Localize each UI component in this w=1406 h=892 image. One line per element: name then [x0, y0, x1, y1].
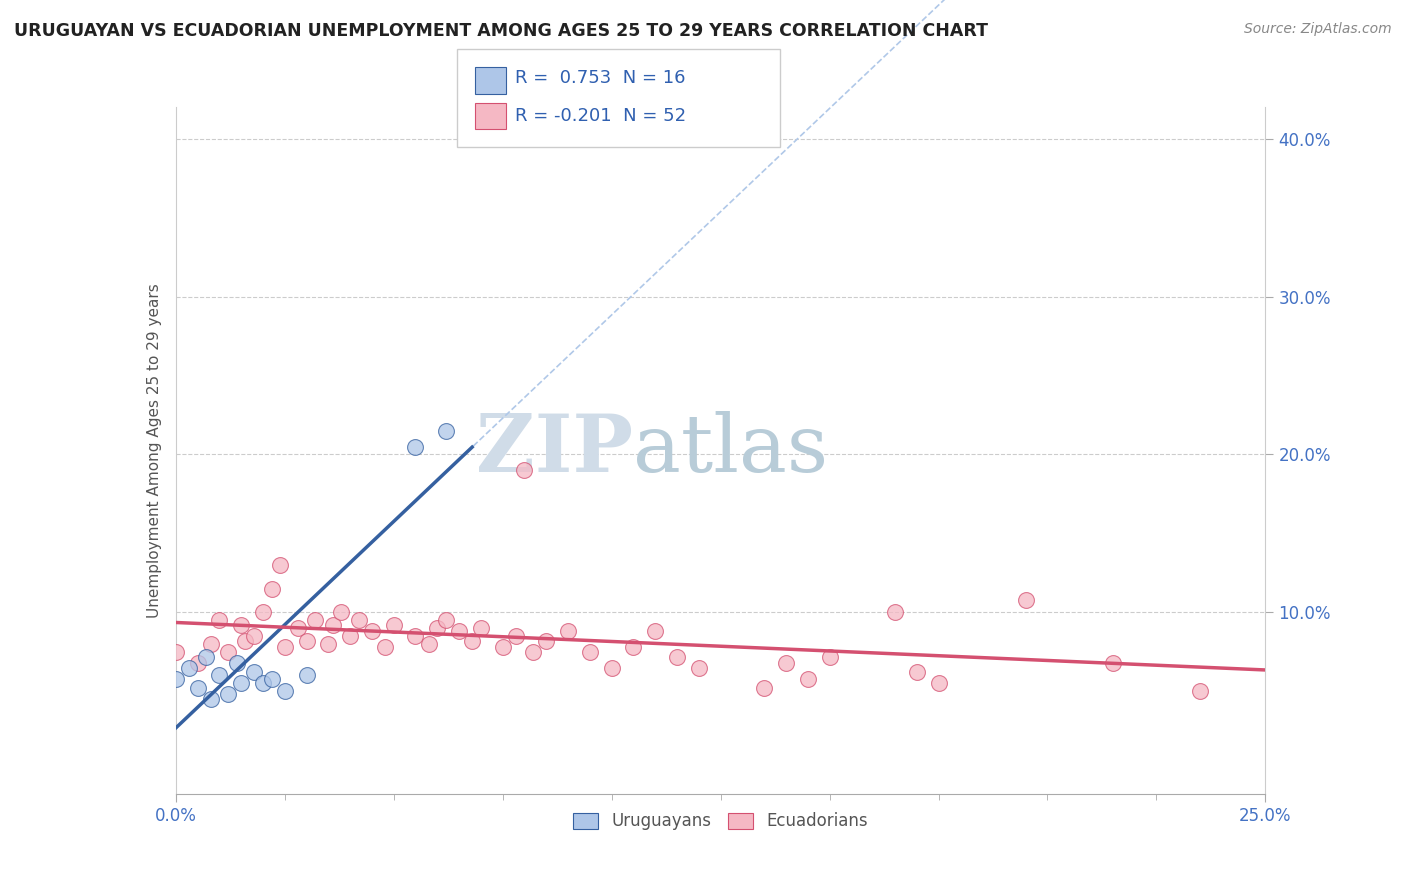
- Point: [382, 618, 405, 632]
- Point: [447, 624, 470, 639]
- Point: [434, 613, 457, 627]
- Point: [243, 629, 266, 643]
- Point: [905, 665, 928, 680]
- Point: [754, 681, 776, 695]
- Point: [274, 684, 297, 698]
- Point: [775, 656, 797, 670]
- Point: [470, 621, 492, 635]
- Point: [666, 649, 689, 664]
- Point: [1102, 656, 1125, 670]
- Text: URUGUAYAN VS ECUADORIAN UNEMPLOYMENT AMONG AGES 25 TO 29 YEARS CORRELATION CHART: URUGUAYAN VS ECUADORIAN UNEMPLOYMENT AMO…: [14, 22, 988, 40]
- Point: [461, 633, 484, 648]
- Point: [505, 629, 527, 643]
- Text: R =  0.753  N = 16: R = 0.753 N = 16: [515, 70, 685, 87]
- Point: [347, 613, 370, 627]
- Point: [165, 645, 187, 659]
- Point: [434, 424, 457, 438]
- Point: [252, 676, 274, 690]
- Point: [225, 656, 247, 670]
- Point: [231, 618, 253, 632]
- Point: [928, 676, 950, 690]
- Point: [208, 668, 231, 682]
- Point: [418, 637, 440, 651]
- Point: [405, 629, 427, 643]
- Point: [534, 633, 557, 648]
- Point: [260, 582, 283, 596]
- Point: [269, 558, 291, 572]
- Point: [243, 665, 266, 680]
- Text: atlas: atlas: [633, 411, 828, 490]
- Point: [426, 621, 449, 635]
- Point: [295, 668, 318, 682]
- Point: [208, 613, 231, 627]
- Point: [884, 605, 907, 619]
- Point: [644, 624, 666, 639]
- Point: [322, 618, 344, 632]
- Point: [217, 687, 239, 701]
- Point: [1189, 684, 1212, 698]
- Text: Source: ZipAtlas.com: Source: ZipAtlas.com: [1244, 22, 1392, 37]
- Point: [287, 621, 309, 635]
- Point: [621, 640, 644, 654]
- Point: [818, 649, 841, 664]
- Point: [579, 645, 602, 659]
- Point: [252, 605, 274, 619]
- Point: [557, 624, 579, 639]
- Point: [796, 672, 818, 686]
- Point: [200, 637, 222, 651]
- Text: ZIP: ZIP: [477, 411, 633, 490]
- Legend: Uruguayans, Ecuadorians: Uruguayans, Ecuadorians: [567, 805, 875, 837]
- Point: [274, 640, 297, 654]
- Point: [1015, 592, 1038, 607]
- Text: R = -0.201  N = 52: R = -0.201 N = 52: [515, 107, 686, 125]
- Point: [405, 440, 427, 454]
- Point: [374, 640, 396, 654]
- Point: [165, 672, 187, 686]
- Point: [360, 624, 382, 639]
- Point: [231, 676, 253, 690]
- Point: [186, 681, 209, 695]
- Point: [600, 660, 623, 674]
- Point: [186, 656, 209, 670]
- Point: [318, 637, 340, 651]
- Point: [304, 613, 326, 627]
- Point: [235, 633, 257, 648]
- Point: [513, 463, 536, 477]
- Point: [330, 605, 353, 619]
- Point: [522, 645, 544, 659]
- Y-axis label: Unemployment Among Ages 25 to 29 years: Unemployment Among Ages 25 to 29 years: [146, 283, 162, 618]
- Point: [177, 660, 200, 674]
- Point: [339, 629, 361, 643]
- Point: [260, 672, 283, 686]
- Point: [195, 649, 218, 664]
- Point: [200, 692, 222, 706]
- Point: [295, 633, 318, 648]
- Point: [492, 640, 515, 654]
- Point: [217, 645, 239, 659]
- Point: [688, 660, 710, 674]
